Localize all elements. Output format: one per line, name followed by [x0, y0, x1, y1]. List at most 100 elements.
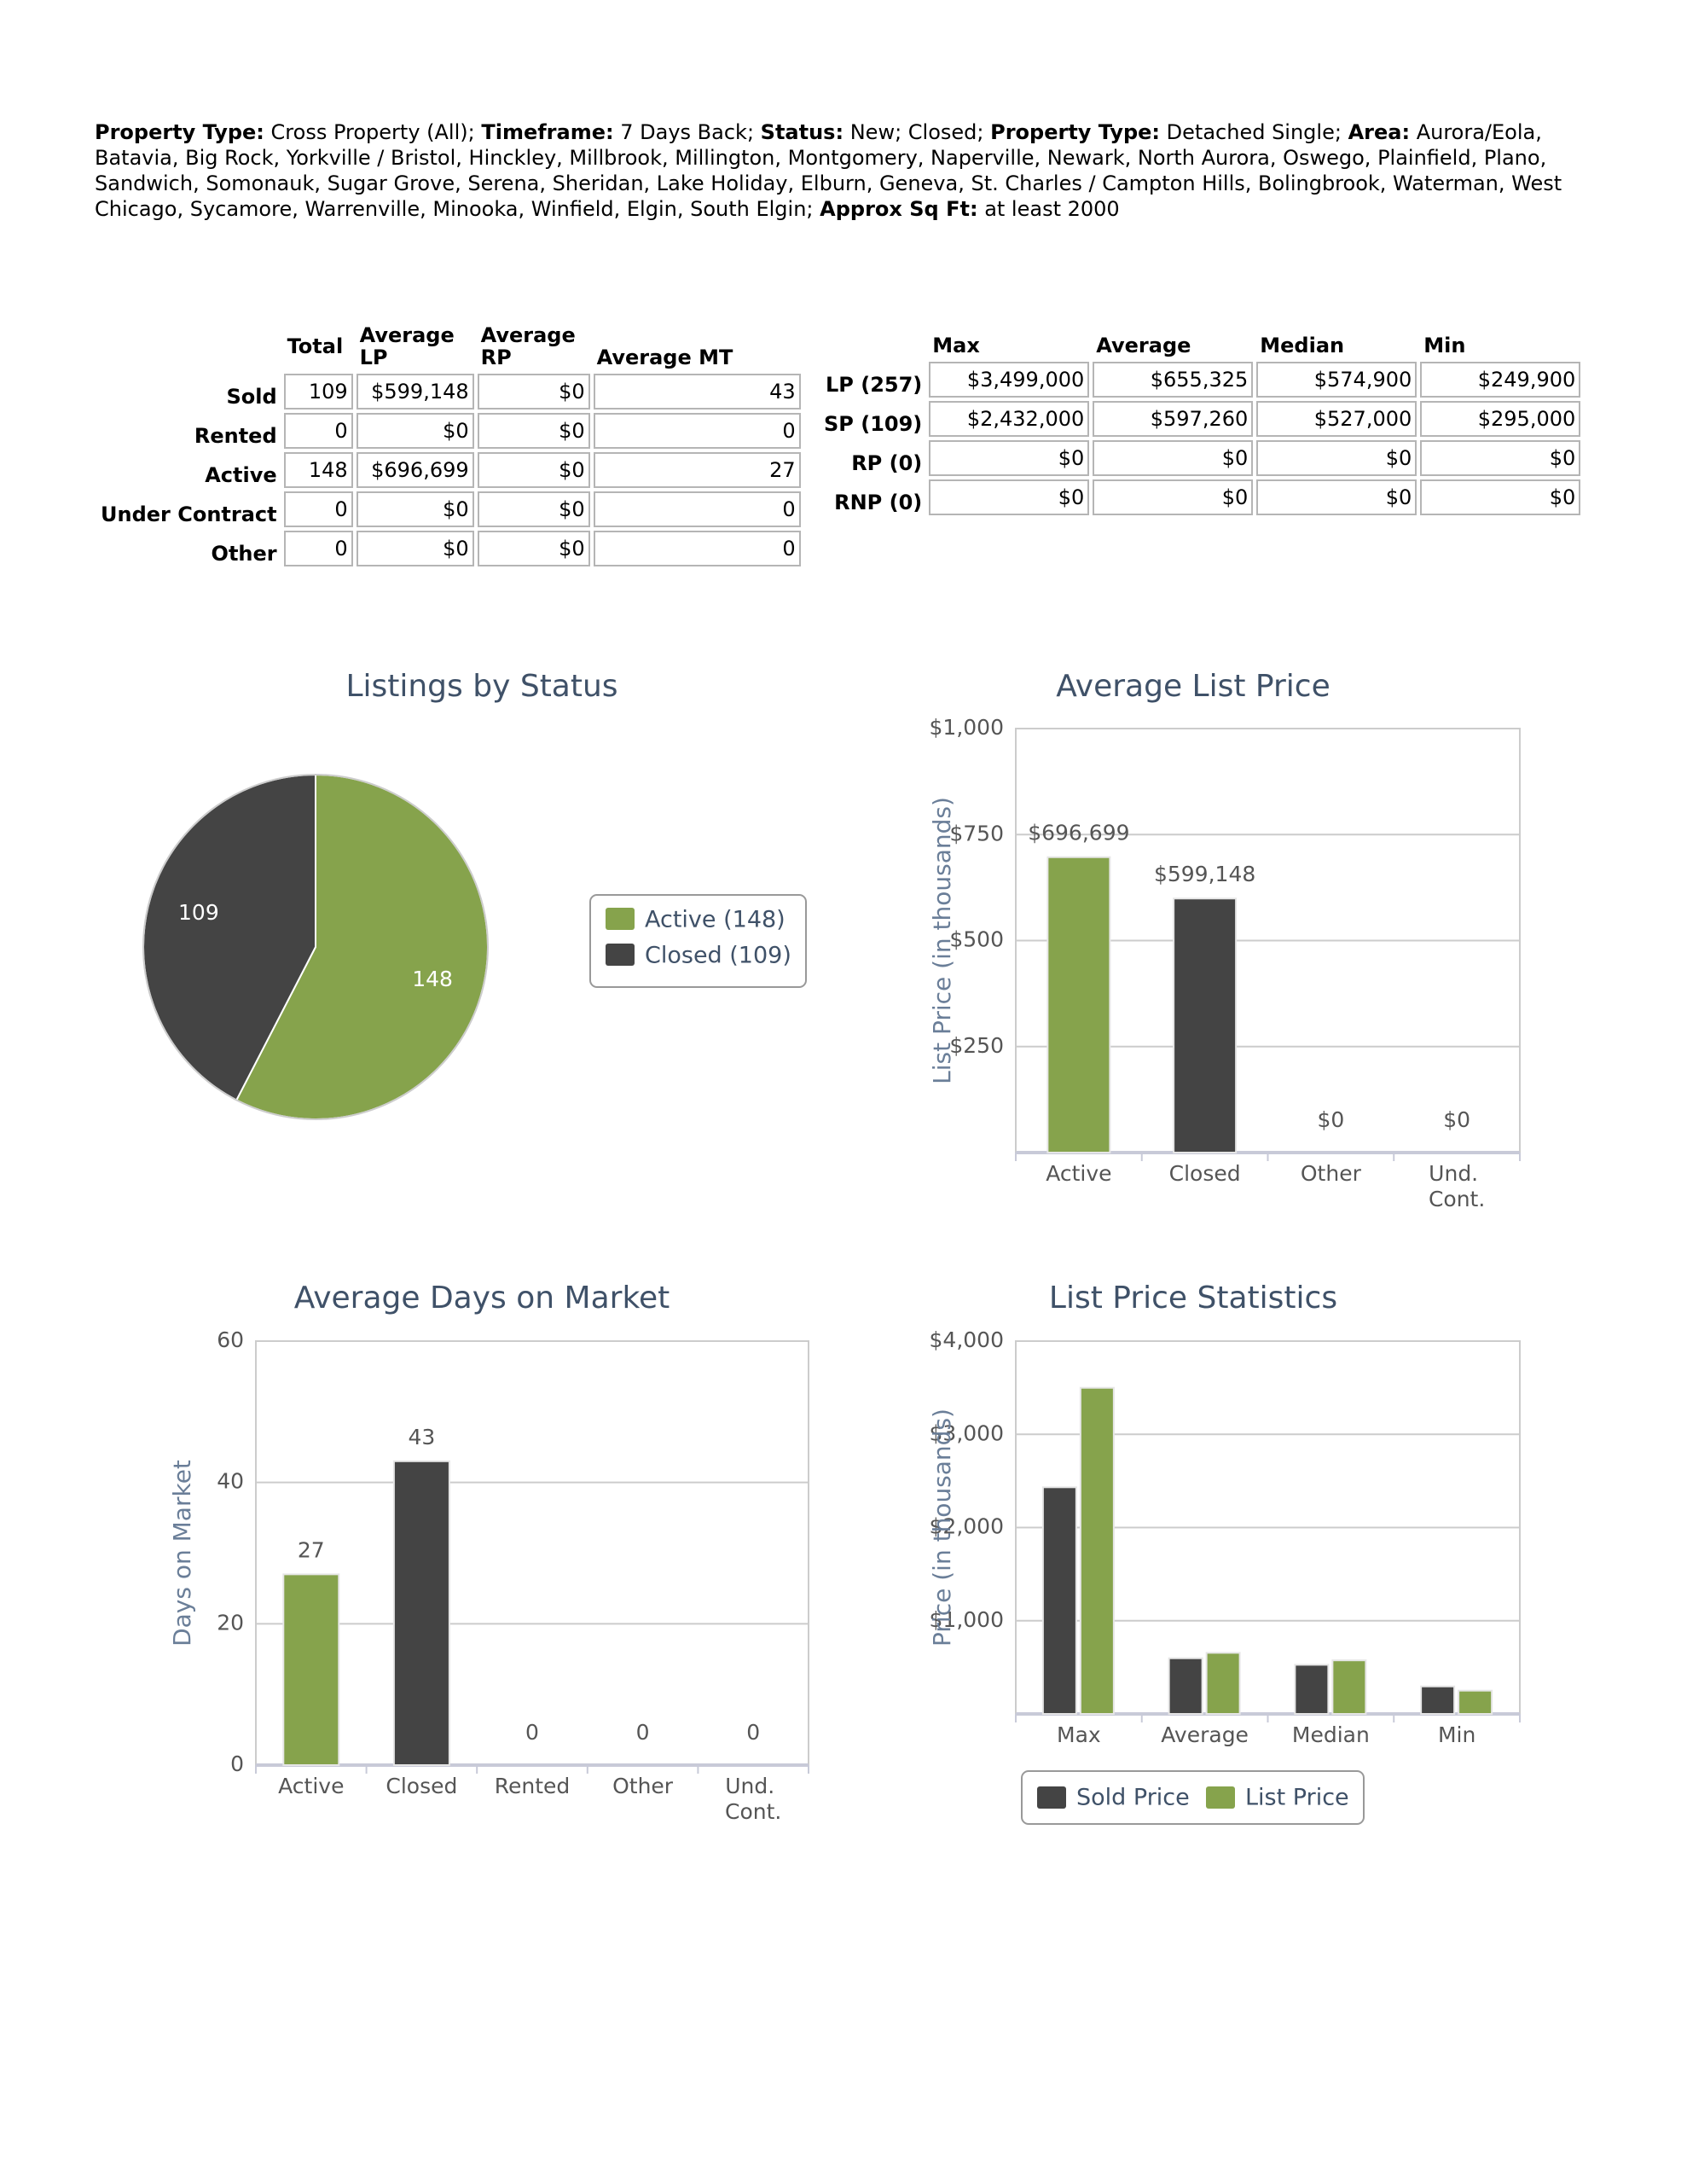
row-header: Under Contract — [101, 502, 277, 526]
legend-box — [1021, 1770, 1365, 1825]
table-cell: $0 — [929, 440, 1090, 476]
y-tick-label: $4,000 — [930, 1327, 1004, 1352]
bar — [282, 1573, 340, 1766]
criteria-value: Cross Property (All); — [270, 120, 475, 144]
x-tick-label: Active — [278, 1774, 344, 1798]
legend-label: Closed (109) — [645, 943, 791, 969]
y-tick-label: 0 — [230, 1751, 244, 1776]
y-axis-label: Days on Market — [168, 1460, 196, 1647]
y-tick-label: $750 — [949, 821, 1004, 845]
chart-title: Listings by Status — [345, 669, 617, 704]
table-cell: 43 — [593, 374, 801, 410]
summary-table: Total Average LP Average RP Average MT Sold 1… — [94, 319, 804, 570]
table-cell: $295,000 — [1420, 401, 1581, 437]
x-tick-label: Rented — [495, 1774, 571, 1798]
table-cell: 27 — [593, 452, 801, 488]
row-header: SP (109) — [824, 412, 923, 436]
header-row: Max Average Median Min — [820, 326, 1580, 358]
row-header: RP (0) — [851, 451, 923, 475]
criteria-value: New; Closed; — [849, 120, 984, 144]
table-cell: $249,900 — [1420, 362, 1581, 398]
column-header: Median — [1260, 334, 1345, 357]
value-label: $599,148 — [1154, 862, 1255, 886]
legend-label: Active (148) — [645, 907, 786, 933]
legend-box — [589, 894, 807, 988]
y-tick-label: $1,000 — [930, 1607, 1004, 1632]
table-cell: 148 — [283, 452, 353, 488]
y-tick-label: 20 — [217, 1610, 244, 1635]
table-cell: $0 — [929, 479, 1090, 515]
criteria-value: Aurora/Eola, Batavia, Big Rock, Yorkvill… — [95, 120, 1562, 221]
column-header: Average RP — [480, 323, 576, 369]
table-cell: $2,432,000 — [929, 401, 1090, 437]
legend-label: Sold Price — [1076, 1785, 1190, 1811]
value-label: 43 — [408, 1425, 435, 1449]
criteria-label: Area: — [1348, 120, 1411, 144]
table-cell: $0 — [1256, 479, 1417, 515]
y-tick-label: $3,000 — [930, 1420, 1004, 1445]
table-row: RNP (0) $0 $0 $0 $0 — [820, 479, 1581, 515]
bar — [1205, 1652, 1241, 1716]
table-cell: $599,148 — [356, 374, 474, 410]
table-row: Under Contract 0 $0 $0 0 — [97, 491, 801, 527]
column-header: Average LP — [359, 323, 455, 369]
column-header: Average MT — [596, 346, 733, 369]
table-cell: $527,000 — [1256, 401, 1417, 437]
row-header: Other — [211, 542, 277, 566]
y-tick-label: 60 — [217, 1327, 244, 1352]
bar — [1173, 897, 1238, 1153]
legend-swatch — [1037, 1786, 1066, 1809]
table-cell: $0 — [477, 491, 590, 527]
x-tick-label: Average — [1161, 1722, 1249, 1747]
criteria-value: Detached Single; — [1166, 120, 1342, 144]
price-table: Max Average Median Min LP (257) $3,499,000 $65… — [817, 322, 1584, 519]
x-tick-label: Active — [1046, 1161, 1111, 1186]
x-tick-label: Other — [1301, 1161, 1362, 1186]
criteria-label: Property Type: — [990, 120, 1161, 144]
table-cell: 109 — [283, 374, 353, 410]
table-cell: 0 — [593, 413, 801, 449]
table-cell: 0 — [593, 491, 801, 527]
legend-swatch — [606, 944, 635, 966]
y-axis-label: List Price (in thousands) — [928, 797, 956, 1084]
table-cell: $0 — [477, 413, 590, 449]
table-cell: $655,325 — [1093, 362, 1254, 398]
value-label: $0 — [1317, 1107, 1344, 1132]
pie-outline — [142, 774, 489, 1120]
legend-swatch — [1206, 1786, 1235, 1809]
table-cell: 0 — [283, 491, 353, 527]
chart-title: Average List Price — [1056, 669, 1330, 704]
table-cell: $0 — [1256, 440, 1417, 476]
y-tick-label: $250 — [949, 1033, 1004, 1058]
column-header: Max — [932, 334, 980, 357]
bar — [1079, 1386, 1115, 1715]
column-header: Total — [287, 334, 344, 358]
bar — [392, 1460, 450, 1766]
criteria-label: Approx Sq Ft: — [820, 197, 978, 221]
row-header: Rented — [194, 424, 277, 448]
bar — [1046, 856, 1111, 1153]
table-cell: $0 — [1093, 440, 1254, 476]
chart-title: List Price Statistics — [1049, 1281, 1337, 1316]
table-cell: $0 — [477, 531, 590, 566]
bar — [1041, 1486, 1077, 1715]
column-header: Min — [1423, 334, 1466, 357]
y-tick-label: $1,000 — [930, 715, 1004, 740]
value-label: $0 — [1443, 1107, 1470, 1132]
criteria-label: Status: — [760, 120, 844, 144]
x-tick-label: Max — [1057, 1722, 1101, 1747]
value-label: $696,699 — [1028, 821, 1129, 845]
y-axis-label: Price (in thousands) — [928, 1409, 956, 1647]
row-header: Sold — [226, 385, 277, 409]
table-row: LP (257) $3,499,000 $655,325 $574,900 $249,9… — [820, 362, 1581, 398]
x-tick-label: Other — [612, 1774, 674, 1798]
x-tick-label: Min — [1438, 1722, 1475, 1747]
value-label: 0 — [636, 1720, 650, 1745]
criteria-value: at least 2000 — [984, 197, 1120, 221]
table-row: RP (0) $0 $0 $0 $0 — [820, 440, 1581, 476]
row-header: RNP (0) — [834, 491, 923, 514]
header-row: Total Average LP Average RP Average MT — [97, 322, 801, 370]
value-label: 0 — [525, 1720, 539, 1745]
